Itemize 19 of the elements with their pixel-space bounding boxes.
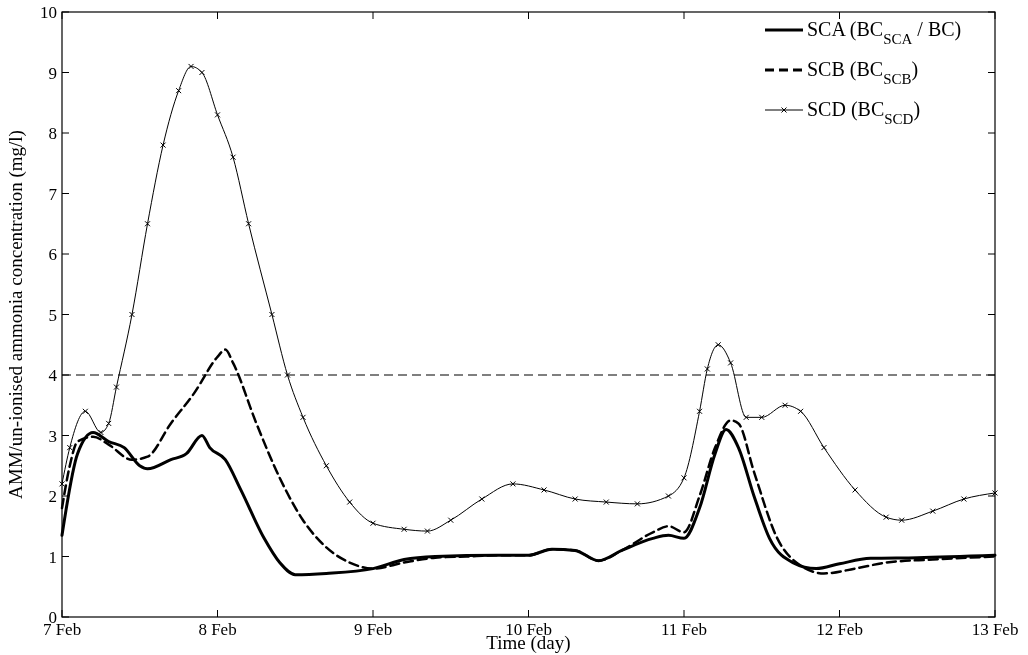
y-tick-label: 3	[48, 426, 57, 446]
legend-label: SCA (BC$_{SCA}$ / BC)	[807, 18, 962, 47]
y-tick-label: 5	[48, 305, 57, 325]
y-tick-label: 1	[48, 547, 57, 567]
y-tick-label: 10	[40, 3, 57, 22]
legend-label: SCB (BC$_{SCB}$)	[807, 58, 919, 87]
y-tick-label: 4	[48, 366, 58, 385]
legend-label: SCD (BC$_{SCD}$)	[807, 98, 921, 127]
x-tick-label: 8 Feb	[198, 620, 237, 639]
y-tick-label: 6	[48, 245, 57, 264]
x-tick-label: 11 Feb	[660, 620, 708, 639]
y-tick-label: 2	[48, 487, 57, 506]
x-tick-label: 9 Feb	[353, 620, 393, 639]
y-tick-label: 7	[48, 184, 58, 204]
y-tick-label: 9	[48, 63, 57, 83]
x-tick-label: 12 Feb	[816, 620, 863, 639]
y-axis-title: AMM/un-ionised ammonia concentration (mg/l)	[5, 130, 27, 499]
y-tick-label: 8	[48, 124, 57, 143]
x-tick-label: 13 Feb	[971, 620, 1019, 639]
